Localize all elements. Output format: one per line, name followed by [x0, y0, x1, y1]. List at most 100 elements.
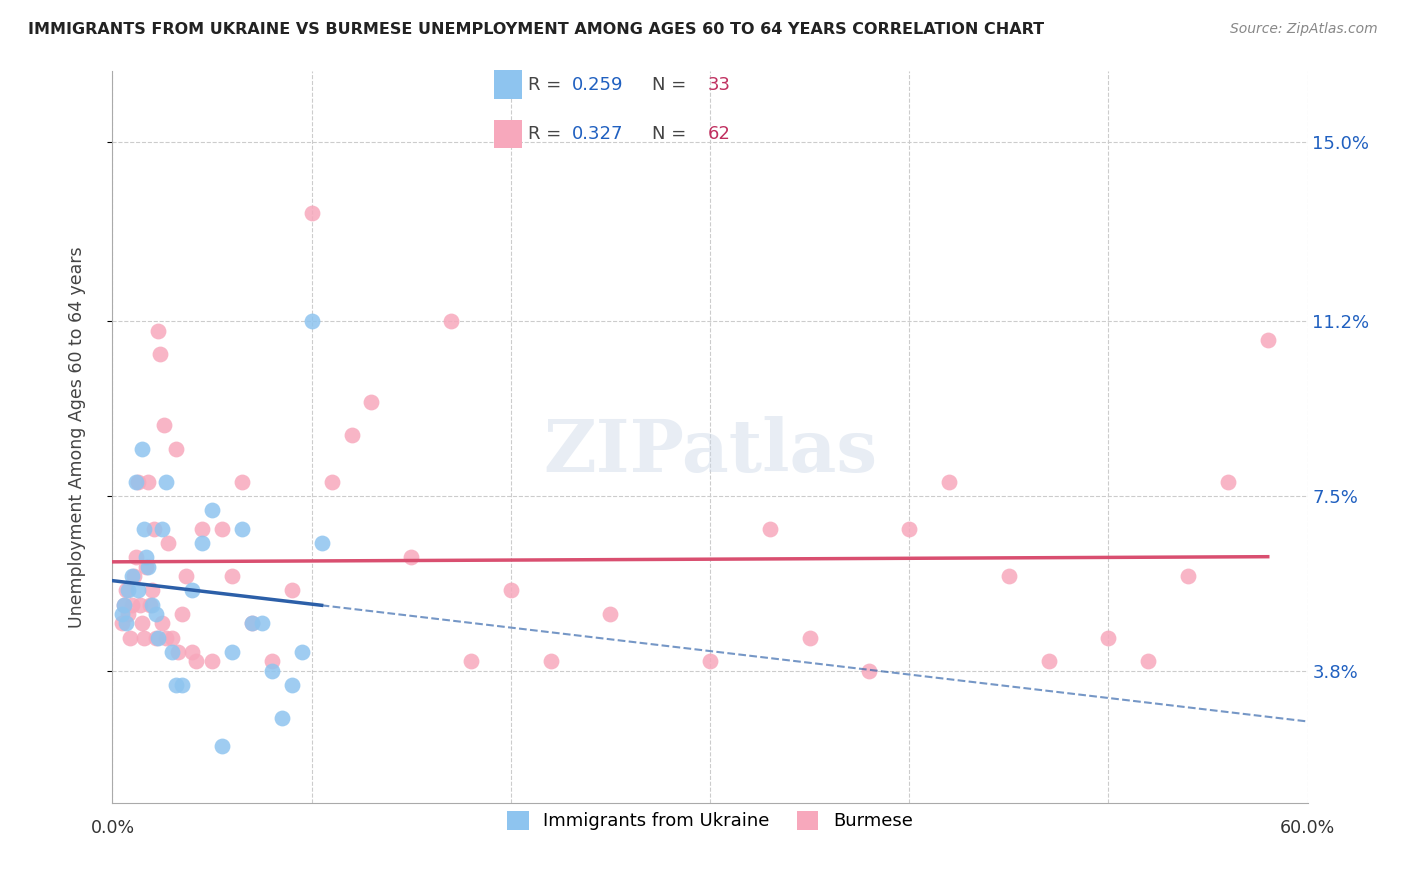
Point [240, 616, 263, 631]
Text: 33: 33 [707, 76, 731, 94]
Text: ZIPatlas: ZIPatlas [543, 417, 877, 487]
Point [134, 522, 156, 536]
Point [149, 347, 172, 361]
Point [311, 536, 333, 550]
Point [211, 739, 233, 754]
Point [250, 616, 273, 631]
Point [231, 522, 253, 536]
Point [120, 631, 142, 645]
Bar [495, 70, 522, 99]
Point [165, 678, 187, 692]
Point [172, 678, 194, 692]
Point [270, 711, 292, 725]
Point [201, 503, 224, 517]
Point [1097, 631, 1119, 645]
Text: N =: N = [652, 76, 692, 94]
Legend: Immigrants from Ukraine, Burmese: Immigrants from Ukraine, Burmese [501, 804, 920, 838]
Point [1257, 334, 1279, 348]
Point [260, 654, 283, 668]
Point [135, 559, 157, 574]
Point [340, 427, 363, 442]
Point [139, 598, 162, 612]
Point [134, 631, 156, 645]
Point [150, 522, 173, 536]
Point [172, 607, 194, 621]
Point [121, 598, 143, 612]
Text: 62: 62 [707, 125, 731, 143]
Point [121, 569, 143, 583]
Text: R =: R = [529, 125, 568, 143]
Point [127, 583, 149, 598]
Text: 0.0%: 0.0% [90, 820, 135, 838]
Point [1216, 475, 1239, 489]
Point [181, 583, 204, 598]
Point [440, 314, 463, 328]
Point [998, 569, 1021, 583]
Point [321, 475, 343, 489]
Point [231, 475, 253, 489]
Point [117, 583, 139, 598]
Text: N =: N = [652, 125, 692, 143]
Point [540, 654, 562, 668]
Text: 0.259: 0.259 [572, 76, 623, 94]
Bar [495, 120, 522, 148]
Point [301, 206, 323, 220]
Point [221, 569, 243, 583]
Point [165, 442, 187, 456]
Point [127, 475, 149, 489]
Point [162, 645, 183, 659]
Point [174, 569, 197, 583]
Point [143, 522, 166, 536]
Text: R =: R = [529, 76, 568, 94]
Point [129, 598, 152, 612]
Y-axis label: Unemployment Among Ages 60 to 64 years: Unemployment Among Ages 60 to 64 years [67, 246, 86, 628]
Point [115, 583, 138, 598]
Point [938, 475, 960, 489]
Point [191, 522, 214, 536]
Point [157, 536, 180, 550]
Point [281, 583, 304, 598]
Point [138, 559, 160, 574]
Point [1137, 654, 1160, 668]
Point [131, 616, 153, 631]
Point [201, 654, 224, 668]
Point [699, 654, 721, 668]
Point [125, 550, 148, 565]
Point [155, 475, 177, 489]
Point [301, 314, 323, 328]
Point [898, 522, 921, 536]
Point [148, 324, 170, 338]
Point [221, 645, 243, 659]
Point [167, 645, 190, 659]
Point [181, 645, 204, 659]
Point [186, 654, 208, 668]
Point [138, 475, 160, 489]
Point [1177, 569, 1199, 583]
Point [141, 598, 163, 612]
Point [111, 607, 134, 621]
Point [117, 607, 139, 621]
Point [162, 631, 183, 645]
Point [401, 550, 423, 565]
Point [115, 616, 138, 631]
Point [291, 645, 314, 659]
Point [1038, 654, 1060, 668]
Point [148, 631, 170, 645]
Point [281, 678, 304, 692]
Text: Source: ZipAtlas.com: Source: ZipAtlas.com [1230, 22, 1378, 37]
Point [131, 442, 153, 456]
Point [145, 607, 167, 621]
Point [759, 522, 782, 536]
Point [114, 598, 135, 612]
Point [360, 394, 382, 409]
Point [124, 569, 146, 583]
Point [111, 616, 134, 631]
Text: 0.327: 0.327 [572, 125, 623, 143]
Point [150, 616, 173, 631]
Point [799, 631, 821, 645]
Point [153, 418, 176, 433]
Point [211, 522, 233, 536]
Point [114, 598, 135, 612]
Point [240, 616, 263, 631]
Point [858, 664, 880, 678]
